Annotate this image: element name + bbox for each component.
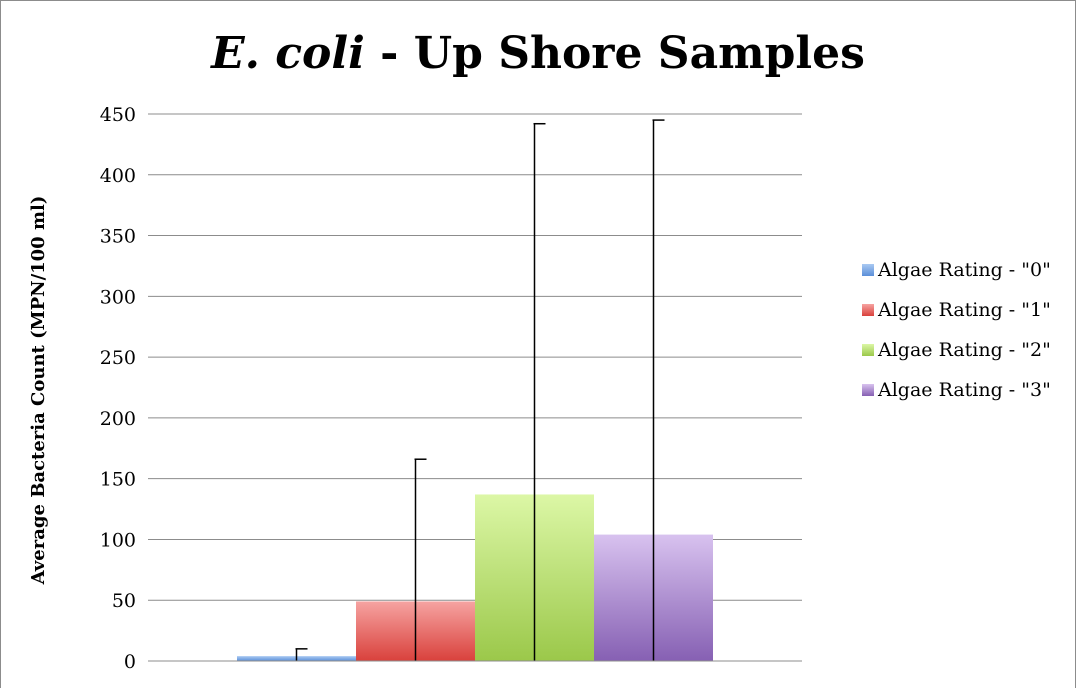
chart-title-italic: E. coli xyxy=(211,28,365,79)
legend-swatch xyxy=(862,264,874,276)
legend-item-1: Algae Rating - "1" xyxy=(862,290,1051,330)
y-tick-label: 200 xyxy=(100,408,136,430)
chart-title: E. coli - Up Shore Samples xyxy=(0,28,1076,79)
legend: Algae Rating - "0" Algae Rating - "1" Alga… xyxy=(862,250,1051,410)
y-tick-label: 450 xyxy=(100,104,136,126)
y-tick-label: 400 xyxy=(100,165,136,187)
legend-item-0: Algae Rating - "0" xyxy=(862,250,1051,290)
y-tick-label: 150 xyxy=(100,469,136,491)
legend-label: Algae Rating - "0" xyxy=(878,259,1051,281)
legend-swatch xyxy=(862,344,874,356)
y-tick-label: 50 xyxy=(112,590,136,612)
legend-label: Algae Rating - "2" xyxy=(878,339,1051,361)
y-tick-label: 0 xyxy=(124,651,136,673)
legend-item-2: Algae Rating - "2" xyxy=(862,330,1051,370)
legend-swatch xyxy=(862,384,874,396)
chart-title-rest: - Up Shore Samples xyxy=(364,28,865,79)
y-tick-label: 250 xyxy=(100,347,136,369)
y-tick-label: 350 xyxy=(100,226,136,248)
legend-label: Algae Rating - "1" xyxy=(878,299,1051,321)
y-tick-label: 300 xyxy=(100,286,136,308)
legend-label: Algae Rating - "3" xyxy=(878,379,1051,401)
y-tick-label: 100 xyxy=(100,529,136,551)
legend-item-3: Algae Rating - "3" xyxy=(862,370,1051,410)
legend-swatch xyxy=(862,304,874,316)
